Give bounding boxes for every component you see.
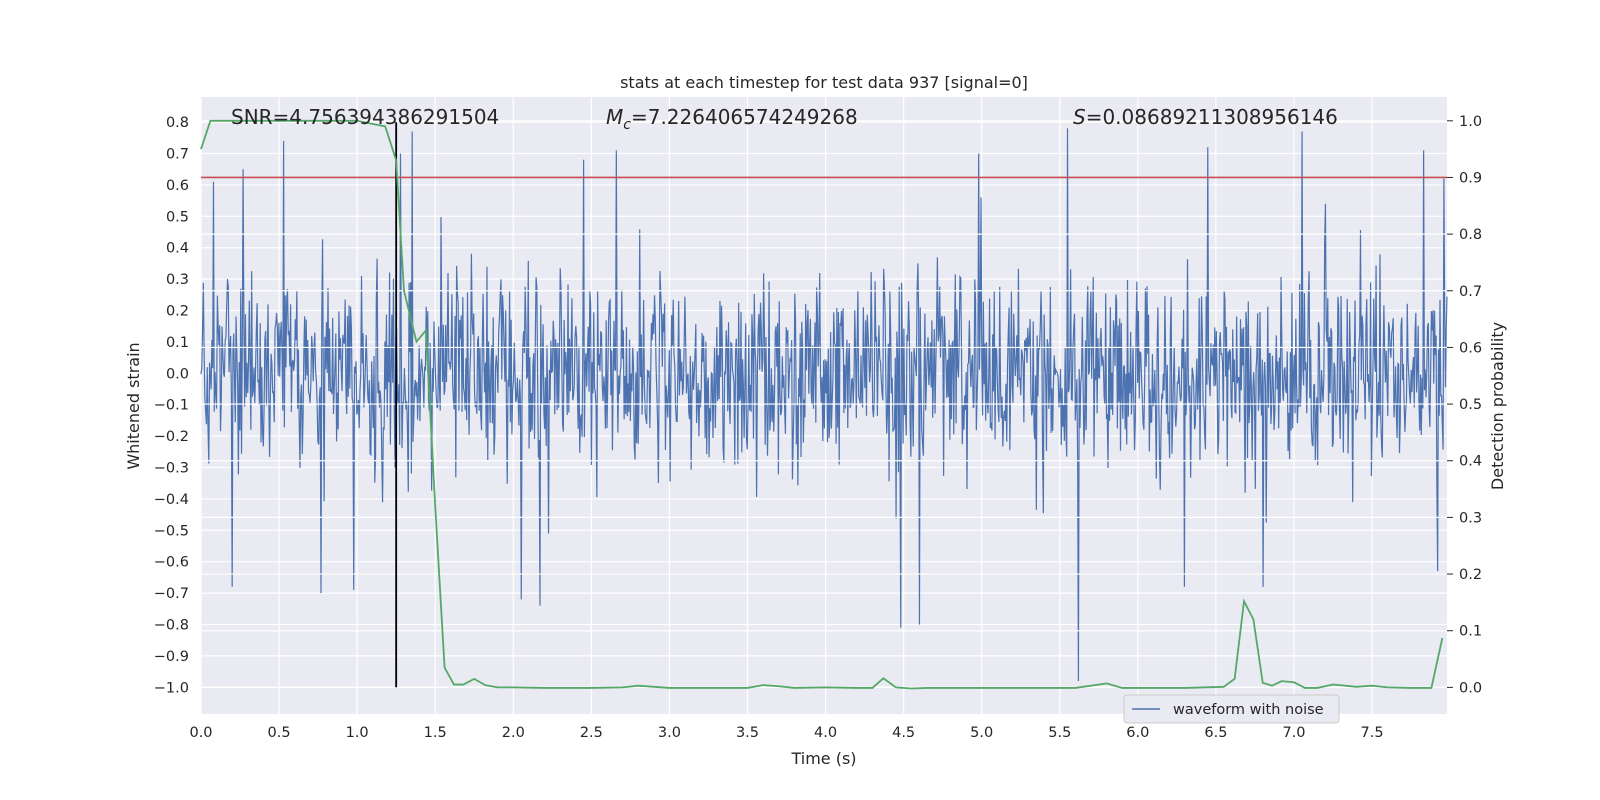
legend-entry: waveform with noise xyxy=(1173,702,1324,718)
x-axis-ticks: 0.0 0.5 1.0 1.5 2.0 2.5 3.0 3.5 4.0 4.5 5.0 5.5 6.0 6… xyxy=(189,725,1383,741)
y-tick-label: 0.3 xyxy=(166,272,189,288)
legend: waveform with noise xyxy=(1123,694,1340,724)
waveform-with-noise-line xyxy=(200,128,1448,682)
y2-tick-label: 0.3 xyxy=(1459,510,1482,526)
y-axis-right-ticks: 1.0 0.9 0.8 0.7 0.6 0.5 0.4 0.3 0.2 0.1 0.0 xyxy=(1447,114,1482,696)
chirp-mass-subscript: c xyxy=(623,117,631,133)
y2-tick-label: 0.7 xyxy=(1459,284,1482,300)
y2-tick-label: 0.4 xyxy=(1459,454,1482,470)
y2-tick-label: 0.8 xyxy=(1459,227,1482,243)
y2-tick-label: 0.1 xyxy=(1459,624,1482,640)
y2-tick-label: 0.6 xyxy=(1459,340,1482,356)
x-tick-label: 6.5 xyxy=(1204,725,1227,741)
y-tick-label: 0.8 xyxy=(166,115,189,131)
y-tick-label: 0.6 xyxy=(166,178,189,194)
y-tick-label: −0.6 xyxy=(154,555,189,571)
y2-tick-label: 0.0 xyxy=(1459,680,1482,696)
y-tick-label: −0.3 xyxy=(154,461,189,477)
x-tick-label: 4.0 xyxy=(814,725,837,741)
x-tick-label: 7.5 xyxy=(1361,725,1384,741)
s-value: =0.08689211308956146 xyxy=(1086,105,1338,129)
x-tick-label: 3.0 xyxy=(658,725,681,741)
y-tick-label: −0.1 xyxy=(154,398,189,414)
y2-tick-label: 0.5 xyxy=(1459,397,1482,413)
x-axis-label: Time (s) xyxy=(790,749,856,768)
s-annotation: S=0.08689211308956146 xyxy=(1073,105,1338,129)
y2-tick-label: 1.0 xyxy=(1459,114,1482,130)
y-tick-label: −0.7 xyxy=(154,586,189,602)
y-tick-label: −0.4 xyxy=(154,492,189,508)
x-tick-label: 5.0 xyxy=(970,725,993,741)
x-tick-label: 0.5 xyxy=(268,725,291,741)
chart-title: stats at each timestep for test data 937… xyxy=(620,73,1028,92)
x-tick-label: 4.5 xyxy=(892,725,915,741)
chirp-mass-symbol: M xyxy=(606,105,623,129)
y-tick-label: −1.0 xyxy=(154,680,189,696)
chirp-mass-value: =7.226406574249268 xyxy=(631,105,858,129)
y-axis-left-ticks: 0.8 0.7 0.6 0.5 0.4 0.3 0.2 0.1 0.0 −0.1 −0.2 −0.3 −… xyxy=(154,115,189,696)
y-tick-label: 0.2 xyxy=(166,304,189,320)
y-tick-label: −0.2 xyxy=(154,429,189,445)
y-tick-label: 0.5 xyxy=(166,209,189,225)
x-tick-label: 5.5 xyxy=(1048,725,1071,741)
detection-probability-line xyxy=(200,119,1444,690)
x-tick-label: 1.0 xyxy=(346,725,369,741)
x-tick-label: 2.0 xyxy=(502,725,525,741)
s-symbol: S xyxy=(1073,105,1086,129)
y-tick-label: 0.1 xyxy=(166,335,189,351)
y-tick-label: 0.7 xyxy=(166,147,189,163)
x-tick-label: 1.5 xyxy=(424,725,447,741)
y-tick-label: −0.8 xyxy=(154,618,189,634)
y2-tick-label: 0.9 xyxy=(1459,170,1482,186)
snr-annotation: SNR=4.756394386291504 xyxy=(231,105,499,129)
legend-box xyxy=(1123,694,1340,724)
x-tick-label: 7.0 xyxy=(1282,725,1305,741)
y-tick-label: 0.0 xyxy=(166,366,189,382)
y-axis-right-label: Detection probability xyxy=(1488,322,1507,490)
x-tick-label: 0.0 xyxy=(189,725,212,741)
y-tick-label: −0.9 xyxy=(154,649,189,665)
y2-tick-label: 0.2 xyxy=(1459,567,1482,583)
waveform-series xyxy=(200,128,1448,682)
y-axis-label: Whitened strain xyxy=(124,342,143,469)
x-tick-label: 3.5 xyxy=(736,725,759,741)
x-tick-label: 2.5 xyxy=(580,725,603,741)
y-tick-label: −0.5 xyxy=(154,523,189,539)
y-tick-label: 0.4 xyxy=(166,241,189,257)
x-tick-label: 6.0 xyxy=(1126,725,1149,741)
chirp-mass-annotation: Mc=7.226406574249268 xyxy=(606,105,858,133)
